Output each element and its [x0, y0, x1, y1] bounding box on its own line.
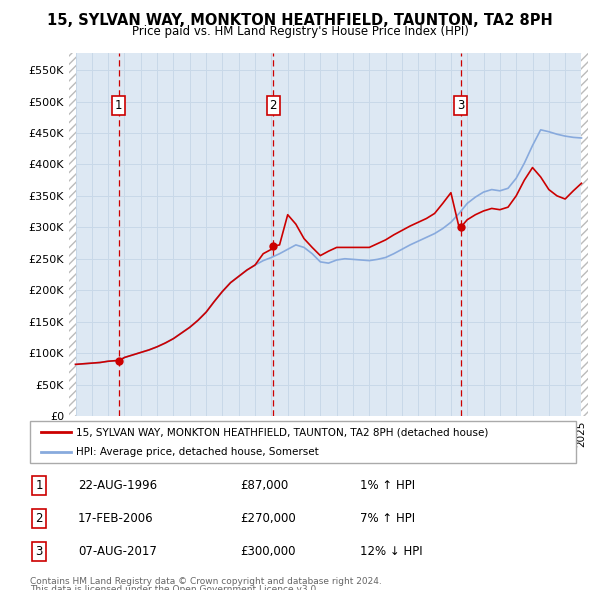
Text: 2: 2 [35, 512, 43, 525]
FancyBboxPatch shape [30, 421, 576, 463]
Text: Price paid vs. HM Land Registry's House Price Index (HPI): Price paid vs. HM Land Registry's House … [131, 25, 469, 38]
Text: 2: 2 [269, 99, 277, 112]
Text: HPI: Average price, detached house, Somerset: HPI: Average price, detached house, Some… [76, 447, 319, 457]
Text: £270,000: £270,000 [240, 512, 296, 525]
Text: 1: 1 [115, 99, 122, 112]
Bar [581, 53, 588, 416]
Text: This data is licensed under the Open Government Licence v3.0.: This data is licensed under the Open Gov… [30, 585, 319, 590]
Bar [69, 53, 76, 416]
Text: 22-AUG-1996: 22-AUG-1996 [78, 479, 157, 492]
Text: 17-FEB-2006: 17-FEB-2006 [78, 512, 154, 525]
Text: 7% ↑ HPI: 7% ↑ HPI [360, 512, 415, 525]
Text: £87,000: £87,000 [240, 479, 288, 492]
Text: 1: 1 [35, 479, 43, 492]
Text: £300,000: £300,000 [240, 545, 296, 558]
Text: Contains HM Land Registry data © Crown copyright and database right 2024.: Contains HM Land Registry data © Crown c… [30, 577, 382, 586]
Text: 3: 3 [457, 99, 464, 112]
Text: 12% ↓ HPI: 12% ↓ HPI [360, 545, 422, 558]
Text: 15, SYLVAN WAY, MONKTON HEATHFIELD, TAUNTON, TA2 8PH (detached house): 15, SYLVAN WAY, MONKTON HEATHFIELD, TAUN… [76, 427, 489, 437]
Text: 1% ↑ HPI: 1% ↑ HPI [360, 479, 415, 492]
Text: 07-AUG-2017: 07-AUG-2017 [78, 545, 157, 558]
Text: 15, SYLVAN WAY, MONKTON HEATHFIELD, TAUNTON, TA2 8PH: 15, SYLVAN WAY, MONKTON HEATHFIELD, TAUN… [47, 13, 553, 28]
Text: 3: 3 [35, 545, 43, 558]
